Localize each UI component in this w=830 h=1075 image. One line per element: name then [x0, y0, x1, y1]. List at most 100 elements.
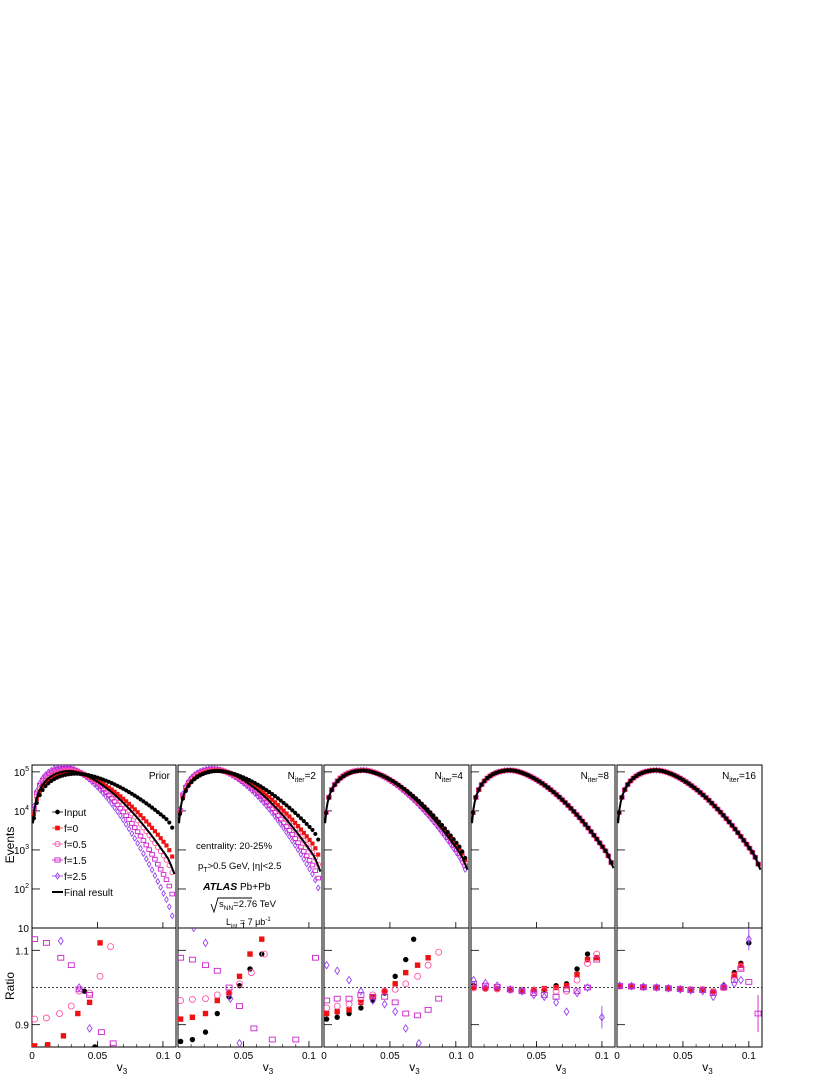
- marker-f15: [137, 833, 144, 839]
- legend-marker-f0: [55, 825, 60, 831]
- marker-f0: [284, 811, 289, 816]
- marker-f05: [709, 800, 715, 806]
- marker-f0: [316, 852, 321, 857]
- x-tick-label: 0: [175, 1051, 181, 1062]
- marker-f0: [310, 841, 315, 846]
- ratio-point-f25: [402, 1023, 409, 1033]
- marker-f15: [286, 828, 293, 833]
- marker-f05: [588, 828, 594, 835]
- marker-f05: [579, 818, 586, 824]
- x-tick-label: 0.05: [380, 1051, 400, 1062]
- ratio-point-f25: [665, 983, 672, 993]
- ratio-point-f05: [42, 1014, 50, 1022]
- marker-f05: [726, 819, 732, 825]
- ratio-point-f0: [640, 984, 647, 991]
- marker-f15: [309, 862, 316, 868]
- ratio-markers: [617, 928, 762, 1033]
- marker-f05: [573, 811, 580, 818]
- marker-f0: [95, 778, 100, 783]
- panel-2: Niter=2 0 0.05 0.1 v3: [175, 764, 323, 1075]
- marker-input: [457, 844, 462, 849]
- marker-f05: [749, 849, 756, 855]
- marker-f25: [141, 849, 146, 858]
- marker-f0: [138, 813, 143, 818]
- marker-f0: [149, 825, 155, 830]
- marker-f05: [283, 816, 290, 822]
- ratio-point-f25: [574, 988, 580, 998]
- ratio-point-f0: [584, 956, 591, 963]
- marker-f05: [729, 822, 735, 829]
- ratio-point-f15: [709, 990, 717, 996]
- marker-input: [155, 809, 160, 815]
- marker-input: [307, 824, 312, 829]
- marker-f15: [51, 768, 57, 773]
- x-tick-label: 0.1: [595, 1051, 609, 1062]
- distribution-markers: [178, 765, 322, 892]
- y-tick-label: 105: [14, 766, 29, 779]
- marker-f15: [111, 799, 118, 804]
- ratio-point-f0: [617, 983, 623, 990]
- x-tick-label: 0.05: [88, 1051, 108, 1062]
- ratio-point-f05: [730, 972, 738, 980]
- marker-f25: [161, 889, 166, 897]
- ratio-point-f05: [178, 997, 185, 1004]
- ratio-point-f15: [236, 1003, 243, 1009]
- ratio-point-f15: [97, 1029, 105, 1035]
- ratio-point-f25: [324, 960, 330, 970]
- marker-input: [40, 787, 45, 793]
- panel-label: Niter=16: [722, 771, 756, 784]
- ratio-point-f25: [334, 966, 341, 976]
- marker-f05: [585, 825, 591, 831]
- ratio-point-f05: [236, 980, 243, 988]
- ratio-point-f0: [403, 969, 409, 976]
- marker-f0: [101, 781, 106, 786]
- marker-f25: [109, 800, 115, 808]
- marker-f05: [746, 845, 753, 851]
- ratio-point-f15: [391, 999, 399, 1006]
- marker-f0: [307, 837, 312, 842]
- legend-entry-f05: f=0.5: [52, 840, 87, 851]
- marker-f0: [121, 796, 126, 801]
- legend-label-f05: f=0.5: [64, 840, 87, 851]
- ratio-point-f15: [676, 986, 684, 992]
- marker-f15: [134, 829, 141, 835]
- marker-f15: [42, 774, 49, 779]
- ratio-point-f05: [260, 950, 268, 958]
- ratio-point-f0: [202, 1010, 209, 1017]
- marker-f25: [272, 812, 278, 821]
- ratio-point-f25: [236, 1038, 243, 1047]
- marker-f0: [295, 824, 301, 829]
- marker-f0: [258, 788, 263, 793]
- marker-input: [463, 855, 468, 861]
- ratio-point-f25: [563, 1007, 570, 1017]
- marker-f05: [292, 826, 298, 833]
- marker-f15: [114, 802, 121, 808]
- ratio-point-input: [178, 1038, 184, 1045]
- final-result-line: [471, 769, 615, 869]
- ratio-point-f0: [471, 984, 477, 991]
- ratio-point-input: [574, 966, 580, 972]
- marker-f25: [284, 828, 289, 836]
- marker-f05: [481, 778, 488, 784]
- ratio-point-f15: [202, 962, 209, 969]
- marker-f15: [301, 849, 307, 854]
- ratio-point-f0: [414, 962, 421, 968]
- marker-input: [316, 837, 321, 842]
- y-tick-label: 10: [18, 924, 30, 935]
- ratio-point-f15: [653, 984, 660, 991]
- marker-input: [442, 826, 447, 831]
- panel-4: Niter=8 0 0.05 0.1 v3: [468, 764, 616, 1075]
- legend-label-final: Final result: [64, 888, 113, 899]
- ratio-point-input: [92, 1044, 98, 1047]
- marker-f05: [568, 805, 574, 812]
- marker-f0: [60, 770, 65, 775]
- ratio-point-f25: [720, 981, 727, 991]
- ratio-point-f15: [414, 1012, 422, 1019]
- marker-f0: [49, 775, 54, 780]
- marker-input: [141, 799, 146, 804]
- marker-f25: [164, 895, 169, 904]
- ratio-point-f05: [333, 1002, 341, 1010]
- ratio-point-f05: [67, 1002, 75, 1010]
- ratio-point-f15: [369, 993, 377, 1000]
- ratio-point-f25: [86, 1023, 93, 1033]
